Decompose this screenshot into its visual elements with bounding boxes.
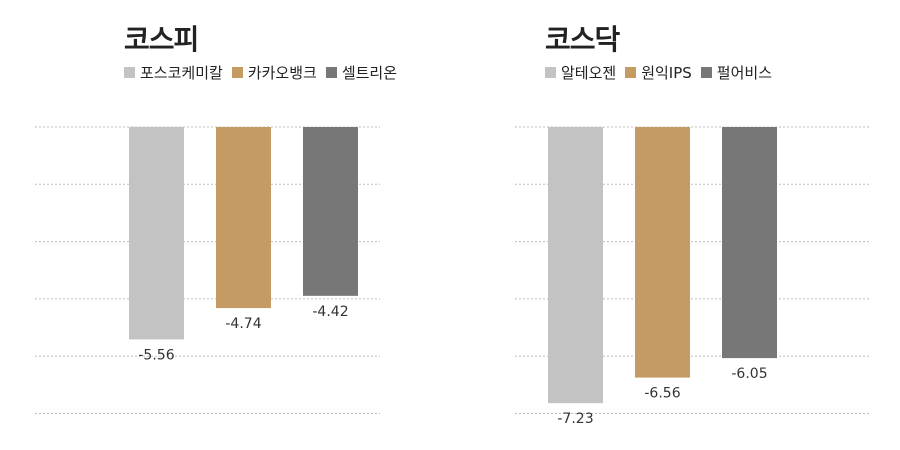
data-label: -6.05 [731,366,767,382]
bar [635,127,690,378]
kosdaq-legend: 알테오젠 원익IPS 펄어비스 [545,62,781,83]
legend-swatch [325,67,337,78]
bar [722,127,777,359]
bar [548,127,603,404]
data-label: -4.74 [225,316,261,332]
legend-swatch [700,67,712,78]
legend-item: 알테오젠 [545,62,616,83]
legend-item: 셀트리온 [325,62,398,83]
kosdaq-title: 코스닥 [545,23,620,56]
data-label: -5.56 [138,347,174,363]
data-label: -6.56 [644,386,680,402]
data-label: -7.23 [557,411,593,427]
legend-item: 펄어비스 [700,62,772,83]
bar [303,127,358,296]
legend-swatch [625,67,637,78]
kospi-legend: 포스코케미칼 카카오뱅크 셀트리온 [124,62,406,83]
kospi-title: 코스피 [124,23,199,56]
legend-label: 원익IPS [641,64,692,82]
legend-swatch [231,67,243,78]
legend-item: 카카오뱅크 [231,62,317,83]
legend-item: 원익IPS [625,62,692,83]
bar [216,127,271,309]
legend-label: 셀트리온 [341,64,398,82]
legend-label: 포스코케미칼 [140,64,223,82]
data-label: -4.42 [312,304,348,320]
legend-swatch [124,67,135,78]
legend-label: 카카오뱅크 [247,64,317,82]
legend-label: 펄어비스 [716,64,772,82]
bar [129,127,184,340]
legend-item: 포스코케미칼 [124,62,223,83]
legend-swatch [545,67,556,78]
legend-label: 알테오젠 [561,64,617,82]
